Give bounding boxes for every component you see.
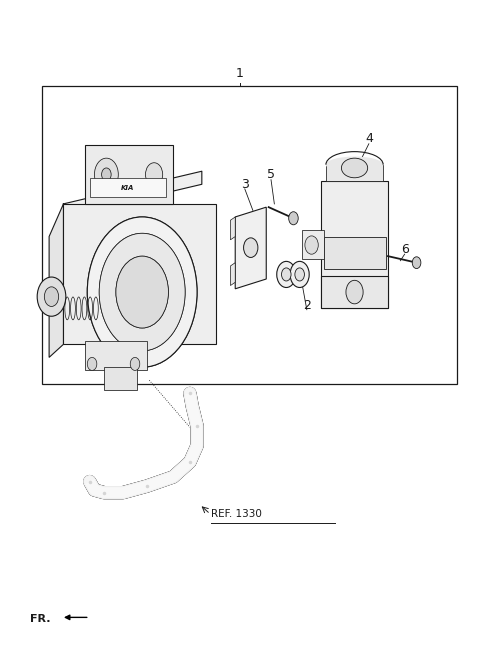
Bar — [90, 178, 166, 197]
Circle shape — [130, 358, 140, 371]
Bar — [85, 341, 147, 371]
Circle shape — [346, 280, 363, 304]
Bar — [321, 276, 388, 308]
Text: FR.: FR. — [30, 613, 50, 624]
Polygon shape — [230, 217, 235, 240]
Circle shape — [277, 261, 296, 287]
Circle shape — [295, 268, 304, 281]
Circle shape — [116, 256, 168, 328]
Polygon shape — [49, 204, 63, 358]
Text: 3: 3 — [241, 178, 249, 191]
Circle shape — [87, 217, 197, 367]
Circle shape — [145, 163, 163, 186]
Polygon shape — [235, 207, 266, 289]
Bar — [321, 181, 388, 308]
Circle shape — [243, 238, 258, 257]
Bar — [42, 87, 457, 384]
Polygon shape — [85, 145, 173, 204]
Circle shape — [305, 236, 318, 254]
Text: 4: 4 — [365, 132, 373, 145]
Circle shape — [95, 158, 118, 191]
Bar — [326, 165, 383, 181]
Text: 1: 1 — [236, 67, 244, 80]
Text: REF. 1330: REF. 1330 — [211, 509, 262, 519]
Text: 6: 6 — [401, 243, 408, 256]
Circle shape — [102, 168, 111, 181]
Circle shape — [288, 212, 298, 225]
Circle shape — [44, 287, 59, 306]
Polygon shape — [63, 171, 202, 217]
Text: KIA: KIA — [121, 184, 134, 190]
Text: 2: 2 — [303, 298, 311, 312]
Bar — [324, 237, 385, 269]
Ellipse shape — [341, 158, 368, 178]
Circle shape — [290, 261, 309, 287]
Circle shape — [116, 256, 168, 328]
Circle shape — [87, 217, 197, 367]
Circle shape — [412, 256, 421, 268]
Circle shape — [99, 234, 185, 351]
Bar — [104, 367, 137, 390]
Polygon shape — [230, 262, 235, 285]
Circle shape — [281, 268, 291, 281]
Circle shape — [99, 234, 185, 351]
Bar — [63, 204, 216, 344]
Circle shape — [37, 277, 66, 316]
Ellipse shape — [326, 157, 383, 173]
Text: 5: 5 — [267, 168, 275, 181]
Bar — [302, 230, 324, 259]
Circle shape — [87, 358, 97, 371]
